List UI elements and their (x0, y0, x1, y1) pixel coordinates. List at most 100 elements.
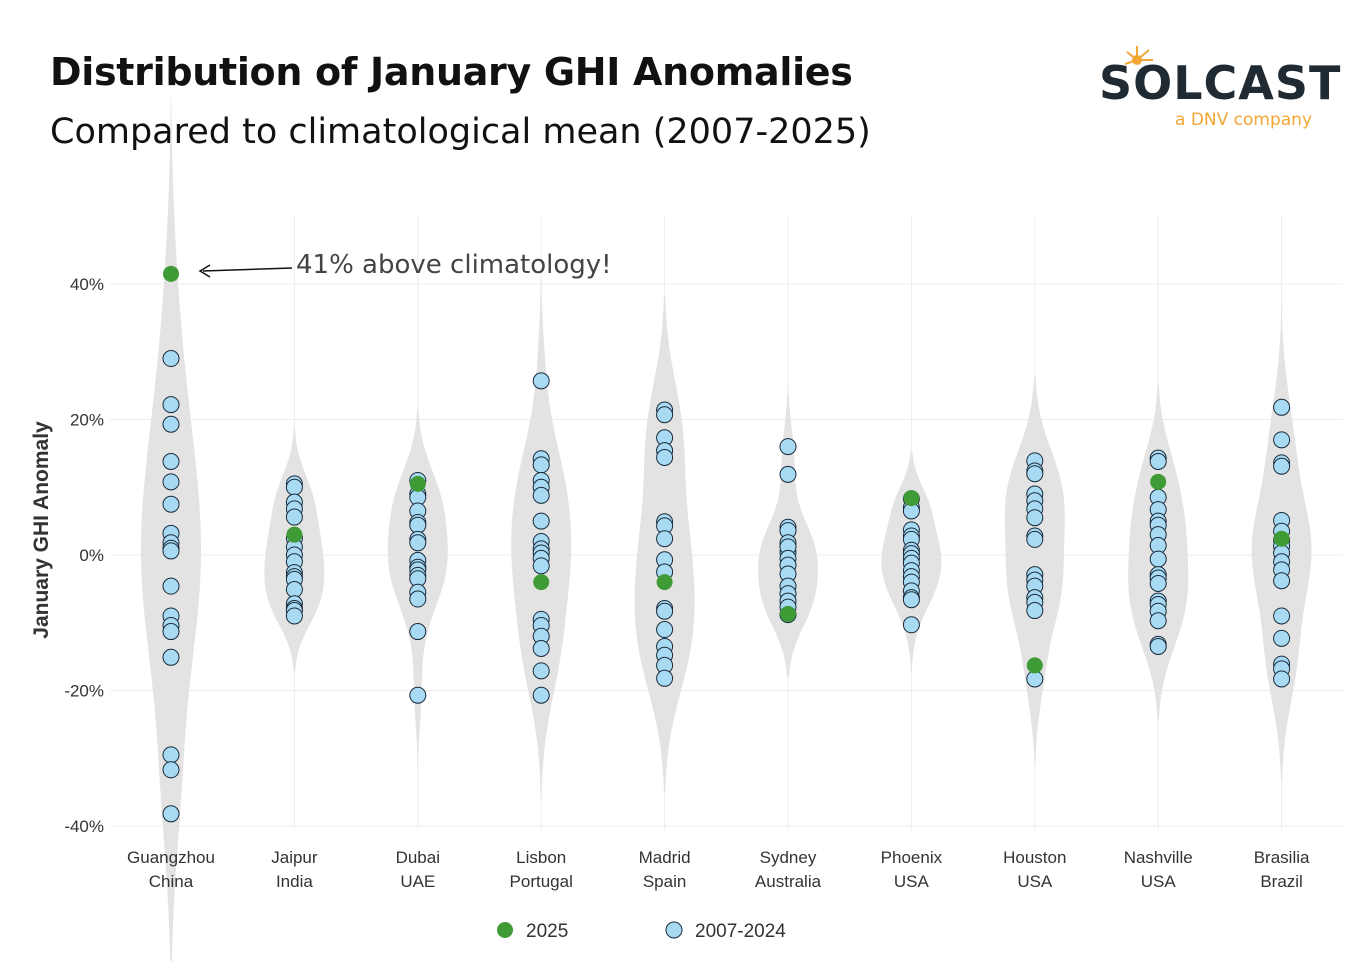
point-2025 (163, 265, 179, 282)
legend: 2025 2007-2024 (497, 921, 786, 942)
point-2007-2024 (409, 534, 427, 552)
point-2007-2024 (1026, 530, 1044, 548)
y-axis-label: January GHI Anomaly (30, 421, 53, 639)
chart-subtitle: Compared to climatological mean (2007-20… (50, 112, 871, 152)
point-2007-2024 (656, 406, 674, 424)
point-2007-2024 (1026, 509, 1044, 527)
x-tick-label-country: UAE (400, 872, 435, 891)
point-2007-2024 (656, 602, 674, 620)
point-2007-2024 (1273, 607, 1291, 625)
point-2007-2024 (1273, 398, 1291, 416)
x-tick-label-country: USA (1017, 872, 1053, 891)
x-tick-label-city: Guangzhou (127, 848, 215, 867)
violins (141, 97, 1312, 961)
point-2007-2024 (285, 478, 303, 496)
point-2025 (533, 574, 550, 591)
point-2007-2024 (162, 746, 180, 764)
x-tick-label-country: USA (1141, 872, 1177, 891)
legend-label-2025: 2025 (526, 921, 568, 942)
point-2007-2024 (285, 581, 303, 599)
y-tick-label: -20% (64, 682, 104, 701)
point-2007-2024 (285, 607, 303, 625)
x-tick-label-country: USA (894, 872, 930, 891)
logo-wordmark: SOLCAST (1099, 56, 1342, 110)
x-tick-label-city: Dubai (396, 848, 440, 867)
point-2007-2024 (162, 473, 180, 491)
point-2007-2024 (1149, 612, 1167, 630)
legend-label-2007-2024: 2007-2024 (695, 921, 786, 942)
logo-tagline: a DNV company (1175, 110, 1313, 130)
x-tick-label-country: Australia (755, 872, 822, 891)
point-2007-2024 (409, 590, 427, 608)
point-2025 (286, 526, 303, 543)
y-tick-label: 40% (70, 275, 104, 294)
point-2007-2024 (409, 623, 427, 641)
point-2007-2024 (532, 662, 550, 680)
sun-icon (1125, 46, 1153, 65)
point-2007-2024 (532, 557, 550, 575)
point-2007-2024 (409, 516, 427, 534)
point-2025 (903, 490, 920, 507)
point-2007-2024 (162, 542, 180, 560)
y-axis-ticks: 40% 20% 0% -20% -40% (64, 275, 104, 836)
point-2007-2024 (656, 448, 674, 466)
x-tick-label-country: China (149, 872, 194, 891)
data-points (162, 265, 1291, 823)
point-2007-2024 (1149, 453, 1167, 471)
point-2007-2024 (162, 648, 180, 666)
point-2007-2024 (532, 639, 550, 657)
x-tick-label-city: Nashville (1124, 848, 1193, 867)
point-2007-2024 (1149, 574, 1167, 592)
point-2007-2024 (1273, 670, 1291, 688)
point-2007-2024 (1149, 637, 1167, 655)
point-2007-2024 (532, 512, 550, 530)
point-2007-2024 (162, 415, 180, 433)
point-2007-2024 (656, 669, 674, 687)
point-2007-2024 (162, 761, 180, 779)
point-2007-2024 (285, 508, 303, 526)
x-tick-label-city: Houston (1003, 848, 1066, 867)
point-2007-2024 (162, 495, 180, 513)
chart-title: Distribution of January GHI Anomalies (50, 50, 853, 94)
point-2007-2024 (779, 465, 797, 483)
point-2007-2024 (532, 686, 550, 704)
point-2007-2024 (1026, 602, 1044, 620)
point-2007-2024 (1273, 457, 1291, 475)
point-2007-2024 (532, 486, 550, 504)
y-tick-label: -40% (64, 817, 104, 836)
point-2007-2024 (409, 686, 427, 704)
x-tick-label-city: Madrid (639, 848, 691, 867)
point-2025 (1273, 530, 1290, 547)
y-tick-label: 20% (70, 411, 104, 430)
point-2007-2024 (162, 623, 180, 641)
point-2007-2024 (162, 453, 180, 471)
solcast-logo: SOLCAST a DNV company (1095, 46, 1340, 138)
x-tick-label-country: India (276, 872, 313, 891)
point-2007-2024 (532, 372, 550, 390)
x-tick-label-country: Spain (643, 872, 686, 891)
point-2007-2024 (1026, 465, 1044, 483)
y-tick-label: 0% (79, 546, 104, 565)
point-2007-2024 (162, 396, 180, 414)
x-tick-label-country: Portugal (510, 872, 573, 891)
x-tick-label-city: Lisbon (516, 848, 566, 867)
point-2007-2024 (162, 805, 180, 823)
annotation-arrowhead (198, 264, 211, 278)
point-2007-2024 (1273, 629, 1291, 647)
point-2025 (1026, 657, 1043, 674)
x-tick-label-city: Phoenix (881, 848, 943, 867)
point-2007-2024 (1273, 431, 1291, 449)
point-2025 (409, 475, 426, 492)
x-tick-label-city: Brasilia (1254, 848, 1310, 867)
annotation-arrow (202, 267, 293, 272)
point-2007-2024 (1149, 550, 1167, 568)
point-2007-2024 (656, 621, 674, 639)
legend-marker-2025 (497, 922, 513, 938)
x-axis-ticks: Guangzhou China Jaipur India Dubai UAE Lisbon P… (127, 848, 1310, 891)
x-tick-label-city: Sydney (760, 848, 817, 867)
x-tick-label-country: Brazil (1260, 872, 1303, 891)
point-2007-2024 (532, 456, 550, 474)
point-2007-2024 (162, 350, 180, 368)
x-tick-label-city: Jaipur (271, 848, 318, 867)
